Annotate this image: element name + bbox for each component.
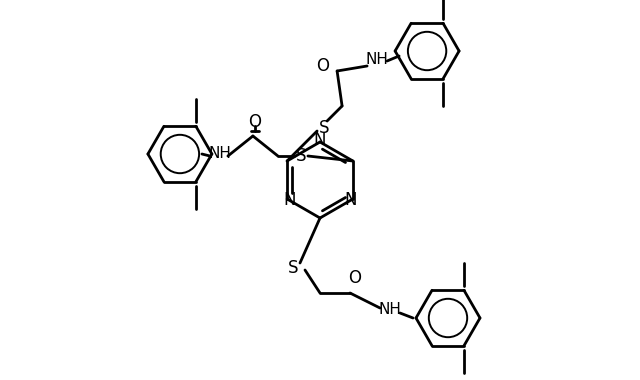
Text: S: S	[296, 147, 306, 165]
Text: S: S	[319, 119, 330, 137]
Text: S: S	[288, 259, 298, 277]
Text: O: O	[248, 113, 261, 131]
Text: NH: NH	[209, 147, 231, 162]
Text: O: O	[317, 57, 330, 75]
Text: O: O	[349, 269, 362, 287]
Text: N: N	[344, 191, 356, 209]
Text: N: N	[284, 191, 296, 209]
Text: NH: NH	[365, 52, 388, 66]
Text: N: N	[314, 131, 326, 149]
Text: NH: NH	[379, 302, 401, 318]
